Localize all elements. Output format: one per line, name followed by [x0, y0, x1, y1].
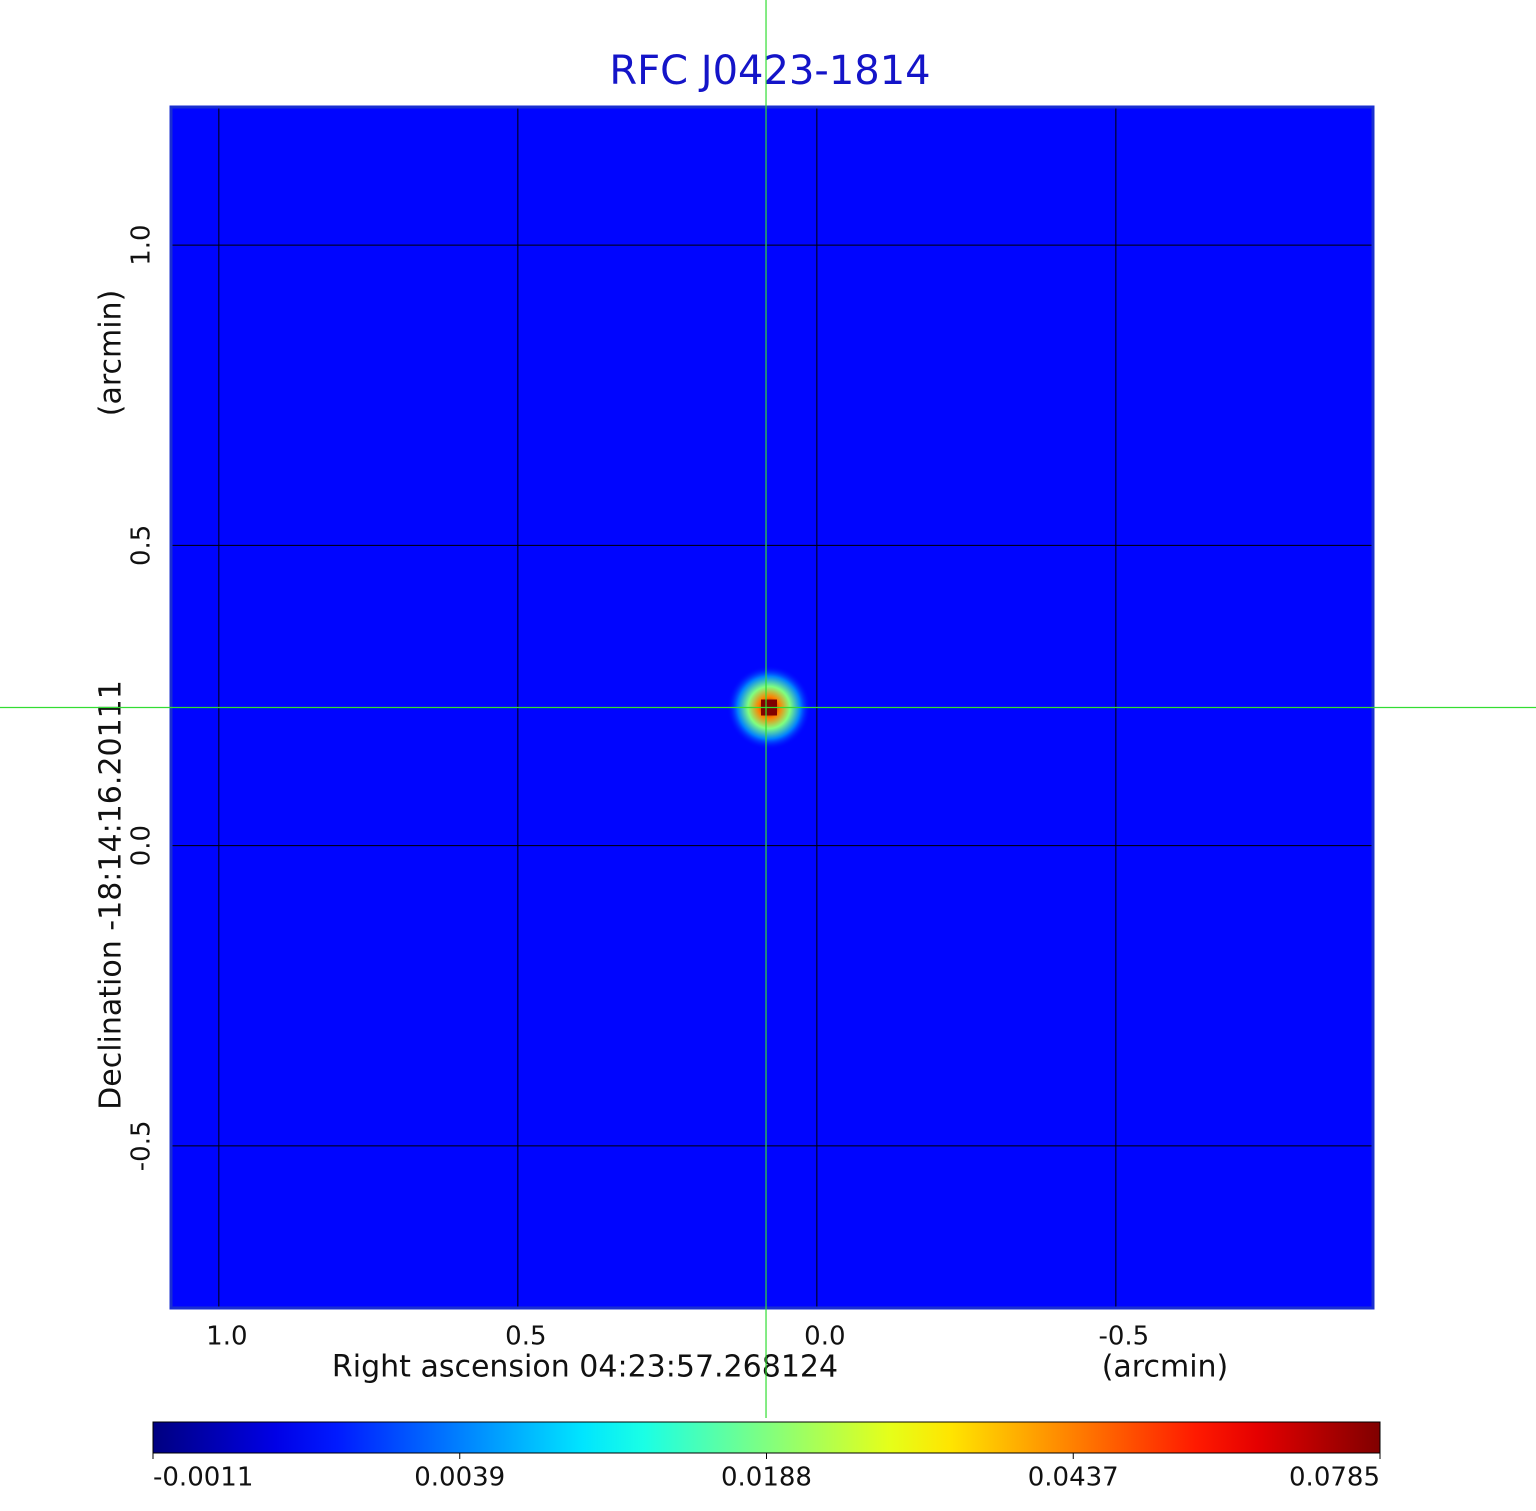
colorbar-tick-label: 0.0039 [414, 1463, 505, 1493]
colorbar-tick-label: 0.0437 [1028, 1463, 1119, 1493]
x-tick-label: 1.0 [206, 1322, 247, 1352]
chart-title: RFC J0423-1814 [609, 48, 930, 94]
x-tick-label: 0.5 [505, 1322, 546, 1352]
y-axis-unit: (arcmin) [94, 290, 129, 417]
x-tick-label: 0.0 [804, 1322, 845, 1352]
colorbar-tick-label: 0.0785 [1289, 1463, 1380, 1493]
y-tick-label: 1.0 [127, 224, 157, 265]
colorbar-tick-label: -0.0011 [153, 1463, 253, 1493]
y-tick-label: 0.5 [127, 525, 157, 566]
y-tick-label: -0.5 [127, 1120, 157, 1171]
x-axis-label: Right ascension 04:23:57.268124 [332, 1350, 838, 1385]
y-axis-label: Declination -18:14:16.20111 [94, 680, 129, 1110]
colorbar [152, 1421, 1381, 1454]
y-tick-label: 0.0 [127, 825, 157, 866]
colorbar-tick-label: 0.0188 [721, 1463, 812, 1493]
x-axis-unit: (arcmin) [1102, 1350, 1229, 1385]
x-tick-label: -0.5 [1098, 1322, 1149, 1352]
